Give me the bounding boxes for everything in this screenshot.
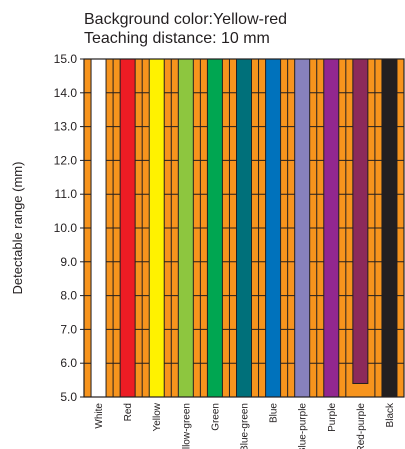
y-axis-label: Detectable range (mm): [10, 162, 25, 295]
bar-white: [90, 58, 107, 398]
x-tick-label: Black: [385, 402, 396, 427]
chart-title-line-1: Background color:Yellow-red: [84, 11, 288, 28]
chart-title: Background color:Yellow-red Teaching dis…: [84, 10, 287, 48]
plot-frame: [83, 58, 405, 398]
x-tick-label: Green: [210, 403, 221, 431]
bar-red-purple: [352, 58, 369, 384]
y-tick-label: 12.0: [54, 153, 78, 167]
x-tick-label: Yellow: [152, 402, 163, 431]
chart-title-line-2: Teaching distance: 10 mm: [84, 30, 270, 47]
y-tick-label: 7.0: [60, 322, 77, 336]
y-tick-label: 10.0: [54, 221, 78, 235]
x-tick-label: Red: [123, 403, 134, 421]
y-tick-label: 5.0: [60, 390, 77, 404]
x-tick-label: White: [94, 403, 105, 429]
y-tick-label: 6.0: [60, 356, 77, 370]
bar-black: [381, 58, 398, 398]
bar-yellow-green: [177, 58, 194, 398]
x-tick-label: Red-purple: [356, 403, 367, 449]
bar-blue-purple: [294, 58, 311, 398]
y-tick-label: 13.0: [54, 120, 78, 134]
y-tick-label: 11.0: [55, 187, 78, 201]
bar-green: [206, 58, 223, 398]
y-tick-label: 9.0: [60, 255, 77, 269]
bar-blue: [265, 58, 282, 398]
y-tick-label: 14.0: [54, 86, 78, 100]
x-tick-label: Purple: [327, 403, 338, 432]
x-tick-label: Blue-purple: [298, 403, 309, 449]
y-tick-label: 15.0: [54, 52, 78, 66]
bar-blue-green: [236, 58, 252, 398]
bar-yellow: [148, 58, 165, 398]
x-tick-label: Yellow-green: [181, 403, 192, 449]
x-tick-label: Blue: [269, 403, 280, 423]
y-tick-label: 8.0: [60, 289, 77, 303]
x-tick-label: Blue-green: [240, 403, 251, 449]
bar-purple: [323, 58, 340, 398]
bar-red: [119, 58, 136, 398]
